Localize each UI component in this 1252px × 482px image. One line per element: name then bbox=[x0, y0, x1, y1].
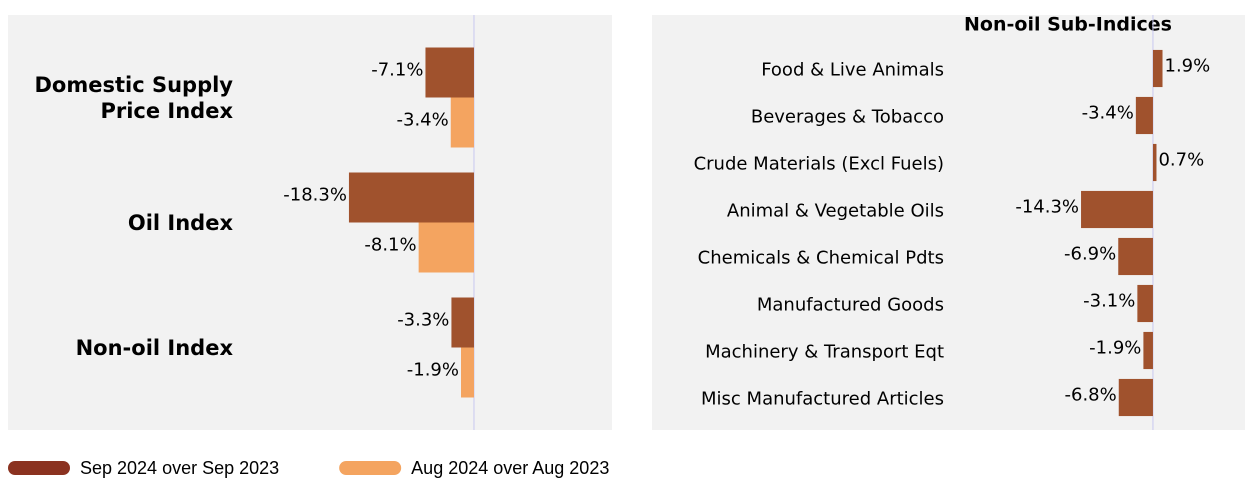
bar bbox=[1152, 49, 1163, 88]
value-label: -18.3% bbox=[283, 185, 347, 206]
bar bbox=[1081, 190, 1153, 229]
value-label: -3.4% bbox=[1082, 103, 1134, 124]
value-label: 0.7% bbox=[1158, 150, 1204, 171]
category-label: Machinery & Transport Eqt bbox=[705, 342, 944, 363]
category-label: Oil Index bbox=[127, 210, 233, 235]
category-label: Non-oil Index bbox=[75, 335, 233, 360]
category-label: Animal & Vegetable Oils bbox=[727, 201, 944, 222]
bar bbox=[1143, 331, 1153, 370]
value-label: -6.9% bbox=[1064, 244, 1116, 265]
bar bbox=[1137, 284, 1153, 323]
category-label: Crude Materials (Excl Fuels) bbox=[694, 154, 944, 175]
legend-swatch bbox=[339, 461, 402, 475]
value-label: -6.8% bbox=[1065, 385, 1117, 406]
value-label: -1.9% bbox=[407, 360, 459, 381]
value-label: -3.3% bbox=[397, 310, 449, 331]
value-label: -3.4% bbox=[397, 110, 449, 131]
bar bbox=[418, 222, 474, 273]
bar bbox=[348, 172, 474, 223]
bar bbox=[1118, 378, 1153, 417]
bar bbox=[461, 347, 474, 398]
bar bbox=[1135, 96, 1153, 135]
value-label: -8.1% bbox=[364, 235, 416, 256]
legend-label: Sep 2024 over Sep 2023 bbox=[80, 458, 279, 478]
bar bbox=[450, 97, 474, 148]
category-label: Beverages & Tobacco bbox=[751, 107, 944, 128]
bar bbox=[1152, 143, 1157, 182]
chart-title: Non-oil Sub-Indices bbox=[964, 14, 1172, 36]
legend-swatch bbox=[8, 461, 70, 475]
left-panel bbox=[8, 15, 612, 430]
value-label: -1.9% bbox=[1089, 338, 1141, 359]
legend-label: Aug 2024 over Aug 2023 bbox=[411, 458, 609, 478]
category-label: Domestic Supply Price Index bbox=[34, 72, 233, 123]
category-label: Misc Manufactured Articles bbox=[701, 389, 944, 410]
category-label: Food & Live Animals bbox=[761, 60, 944, 81]
value-label: -7.1% bbox=[371, 60, 423, 81]
category-label: Manufactured Goods bbox=[757, 295, 944, 316]
value-label: 1.9% bbox=[1165, 56, 1211, 77]
bar bbox=[451, 297, 474, 348]
value-label: -14.3% bbox=[1015, 197, 1079, 218]
category-label: Chemicals & Chemical Pdts bbox=[698, 248, 944, 269]
bar bbox=[1118, 237, 1153, 276]
bar bbox=[425, 47, 474, 98]
value-label: -3.1% bbox=[1083, 291, 1135, 312]
